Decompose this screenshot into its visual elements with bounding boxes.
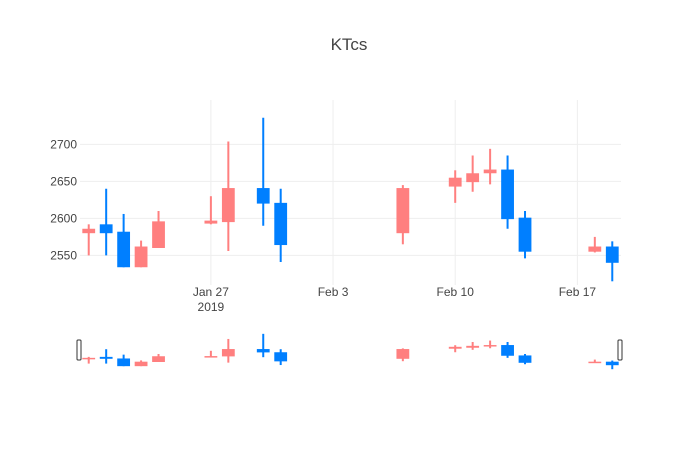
range-slider-candles <box>82 333 619 370</box>
mini-candle-body <box>518 355 532 363</box>
candle <box>588 236 602 253</box>
mini-candle <box>483 340 497 349</box>
candle <box>501 155 514 229</box>
candle <box>221 141 235 251</box>
mini-candle <box>204 350 218 358</box>
mini-candle-body <box>501 345 514 356</box>
candle-body <box>588 246 602 252</box>
y-tick-label: 2600 <box>50 211 77 225</box>
candle-body <box>448 177 462 187</box>
candle <box>274 188 288 263</box>
candle-body <box>221 188 235 223</box>
mini-candle-body <box>221 349 235 357</box>
candle-body <box>396 188 410 234</box>
mini-candle <box>221 338 235 363</box>
mini-candle-body <box>274 352 288 362</box>
mini-candle-body <box>588 361 602 364</box>
candle-body <box>274 202 288 246</box>
candle <box>152 211 165 248</box>
mini-candle <box>152 354 165 362</box>
y-axis: 2550 2600 2650 2700 <box>50 137 77 262</box>
mini-candle <box>274 349 288 366</box>
mini-candle <box>396 348 410 362</box>
candle-body <box>605 246 619 263</box>
mini-candle <box>256 333 270 358</box>
candle <box>99 188 113 256</box>
candle <box>518 211 532 259</box>
candle-body <box>501 169 514 220</box>
y-tick-label: 2550 <box>50 248 77 262</box>
candle-body <box>82 228 96 234</box>
mini-candle <box>448 345 462 353</box>
mini-candle-body <box>117 358 131 367</box>
mini-candle <box>466 342 480 350</box>
mini-candle-body <box>396 349 410 359</box>
candle <box>466 155 480 192</box>
mini-candle <box>82 356 96 364</box>
candles <box>82 117 619 282</box>
y-tick-label: 2650 <box>50 174 77 188</box>
candle <box>396 185 410 245</box>
candle <box>82 224 96 256</box>
candle-body <box>152 221 165 248</box>
mini-candle-body <box>134 361 148 367</box>
mini-candle-body <box>448 346 462 349</box>
y-tick-label: 2700 <box>50 137 77 151</box>
range-slider-left-handle[interactable] <box>76 339 82 361</box>
x-tick-label: Feb 3 <box>318 285 349 299</box>
x-tick-year-label: 2019 <box>198 300 225 314</box>
candle-body <box>256 188 270 204</box>
mini-candle-body <box>483 345 497 347</box>
candle <box>134 240 148 268</box>
mini-candle-body <box>82 357 96 360</box>
mini-candle <box>518 354 532 365</box>
candle-body <box>466 173 480 183</box>
mini-candle-body <box>605 361 619 366</box>
mini-candle <box>134 360 148 367</box>
mini-candle <box>501 342 514 358</box>
candle <box>117 213 131 268</box>
mini-candle-body <box>99 356 113 359</box>
mini-candle-body <box>152 356 165 362</box>
range-slider-right-handle[interactable] <box>617 339 623 361</box>
candle-body <box>518 217 532 252</box>
x-tick-label: Jan 27 <box>193 285 229 299</box>
candle-body <box>134 246 148 268</box>
candle-body <box>204 220 218 224</box>
candle <box>448 170 462 203</box>
candle-body <box>99 224 113 234</box>
candle-body <box>483 169 497 174</box>
range-slider[interactable] <box>76 333 623 370</box>
mini-candle-body <box>204 356 218 358</box>
mini-candle <box>605 360 619 370</box>
candle <box>605 241 619 282</box>
candle <box>483 148 497 185</box>
mini-candle <box>588 359 602 364</box>
mini-candle-body <box>466 345 480 348</box>
x-tick-label: Feb 10 <box>437 285 475 299</box>
mini-candle-body <box>256 349 270 353</box>
mini-candle <box>99 349 113 364</box>
candle <box>204 196 218 225</box>
chart-title: KTcs <box>331 35 368 54</box>
mini-candle <box>117 354 131 367</box>
candle-body <box>117 231 131 268</box>
candle <box>256 117 270 226</box>
grid-lines <box>80 100 621 285</box>
x-tick-label: Feb 17 <box>559 285 597 299</box>
